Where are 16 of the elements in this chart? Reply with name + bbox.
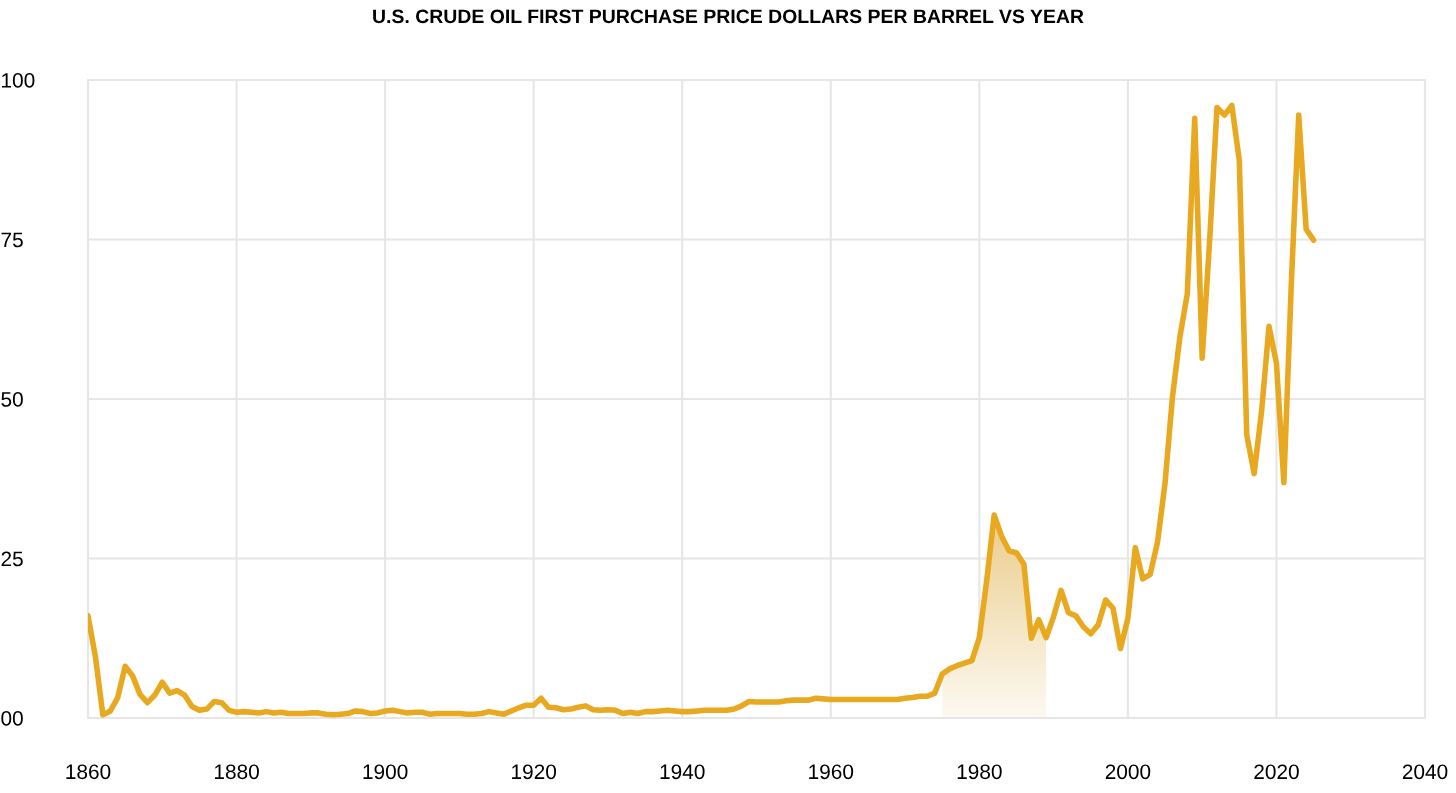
y-tick-label: 50 [1, 392, 23, 407]
x-tick-label: 1920 [512, 764, 557, 780]
x-tick-label: 2040 [1402, 764, 1448, 780]
x-tick-label: 1980 [957, 764, 1002, 780]
chart-title: U.S. CRUDE OIL FIRST PURCHASE PRICE DOLLARS PER BARREL VS YEAR [373, 9, 1084, 24]
y-tick-label: 00 [1, 711, 23, 726]
y-tick-label: 75 [1, 232, 23, 248]
x-tick-label: 1900 [363, 764, 408, 780]
x-tick-label: 1960 [809, 764, 854, 780]
x-tick-label: 1880 [214, 764, 259, 780]
x-tick-label: 1940 [660, 764, 705, 780]
x-tick-label: 2020 [1254, 764, 1299, 780]
y-tick-label: 100 [2, 73, 35, 88]
x-tick-label: 1860 [66, 764, 111, 780]
x-tick-label: 2000 [1105, 764, 1151, 780]
y-tick-label: 25 [1, 551, 23, 567]
